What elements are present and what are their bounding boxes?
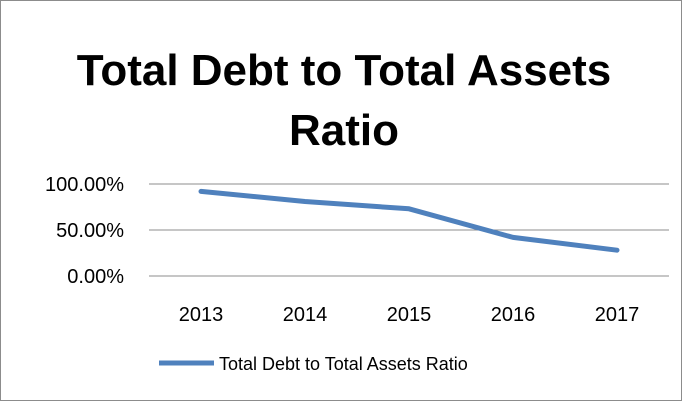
x-tick-label: 2017 — [595, 304, 640, 326]
gridlines — [149, 183, 669, 277]
x-axis-tick-labels: 2013 2014 2015 2016 2017 — [179, 304, 640, 326]
legend-label: Total Debt to Total Assets Ratio — [219, 354, 468, 374]
x-tick-label: 2014 — [283, 304, 328, 326]
y-axis-tick-labels: 100.00% 50.00% 0.00% — [45, 174, 124, 288]
legend: Total Debt to Total Assets Ratio — [159, 354, 468, 374]
x-tick-label: 2016 — [491, 304, 536, 326]
y-tick-label: 0.00% — [67, 266, 124, 288]
x-tick-label: 2013 — [179, 304, 224, 326]
y-tick-label: 50.00% — [56, 220, 124, 242]
x-tick-label: 2015 — [387, 304, 432, 326]
chart-title-line-1: Total Debt to Total Assets — [77, 46, 612, 95]
chart-title-line-2: Ratio — [289, 106, 399, 155]
series-line — [198, 188, 620, 253]
series-group — [198, 188, 620, 253]
y-tick-label: 100.00% — [45, 174, 124, 196]
